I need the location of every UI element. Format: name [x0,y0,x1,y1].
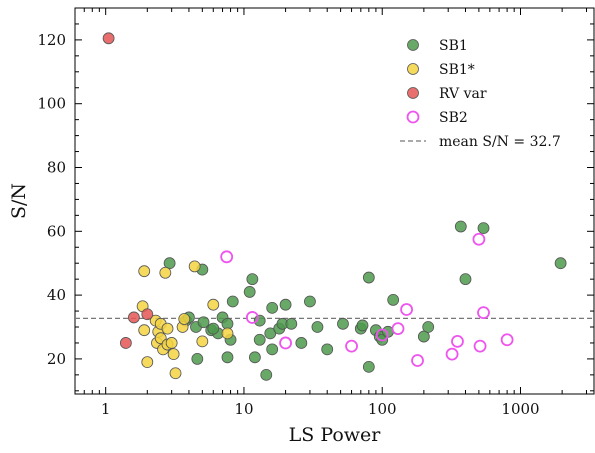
point-rv-var [102,32,115,45]
x-tick-label: 1 [101,400,111,418]
point-sb1 [159,266,172,279]
point-sb2 [400,303,413,316]
point-sb1 [422,321,435,333]
y-tick-label: 80 [47,159,66,177]
point-sb1 [207,322,220,335]
point-sb1 [221,351,234,364]
point-sb1 [362,271,375,284]
legend-label-mean-line: mean S/N = 32.7 [439,134,561,150]
point-sb2 [375,328,389,342]
point-sb1 [197,316,210,329]
point-sb1 [295,337,308,349]
x-tick-label: 100 [368,400,397,418]
x-tick-label: 1000 [501,400,539,418]
point-sb1 [454,220,467,233]
point-sb2 [345,339,358,353]
point-sb1 [387,293,400,306]
point-sb2 [391,322,405,336]
point-sb1 [188,260,201,273]
point-sb1 [253,333,266,346]
point-sb2 [445,347,459,361]
point-sb1 [138,265,151,278]
legend-marker-sb1 [407,39,419,51]
point-rv-var [119,337,132,349]
point-sb1 [304,295,316,308]
point-sb1 [141,356,154,368]
point-sb1 [163,257,176,270]
point-sb2 [472,232,486,246]
y-axis: 20 40 60 80 100 120 [37,7,594,392]
x-axis-label: LS Power [289,424,382,446]
point-sb2 [245,311,259,324]
point-sb2 [411,354,424,367]
point-sb1 [362,360,375,373]
point-sb1 [246,273,259,286]
point-sb1 [260,368,273,381]
point-sb1 [207,298,220,311]
point-sb2 [451,334,464,348]
point-sb1 [477,222,490,235]
point-sb1 [266,301,279,314]
legend-marker-sb2 [406,110,420,124]
y-tick-label: 120 [37,31,66,49]
point-sb1 [321,343,334,356]
legend-label-sb2: SB2 [439,110,468,126]
x-tick-label: 10 [234,400,253,418]
point-sb1 [138,324,151,337]
point-sb1 [226,295,239,308]
point-sb1 [266,343,279,356]
point-sb1 [165,337,178,349]
point-sb1 [196,335,209,348]
legend: SB1 SB1* RV var SB2 mean S/N = 32.7 [400,38,561,150]
point-sb1 [311,321,324,333]
point-sb1 [285,317,298,330]
legend-label-sb1: SB1* [439,62,475,78]
legend-label-rv-var: RV var [439,86,487,102]
y-tick-label: 40 [47,286,66,304]
point-sb1 [417,330,430,343]
point-sb1 [167,348,180,361]
point-sb1 [178,313,191,325]
plot-frame [74,7,595,395]
point-sb1 [191,353,204,365]
point-sb2 [279,336,292,350]
legend-marker-sb1 [407,63,419,75]
y-tick-label: 20 [47,350,66,368]
points-layer [102,32,567,381]
point-sb2 [473,339,487,353]
point-sb1 [264,327,277,340]
legend-marker-rv-var [407,87,419,99]
y-tick-label: 60 [47,222,66,240]
point-rv-var [141,308,154,321]
point-sb1 [459,273,472,286]
point-sb1 [161,322,174,335]
legend-label-sb1: SB1 [439,38,468,54]
point-sb1 [169,367,182,380]
point-rv-var [128,311,140,324]
point-sb1 [554,257,567,270]
x-axis: 1 10 100 1000 [74,8,587,418]
point-sb1 [337,317,349,330]
point-sb1 [356,319,369,332]
point-sb1 [249,351,261,364]
y-axis-label: S/N [8,183,30,219]
point-sb1 [243,286,256,298]
point-sb1 [221,327,234,340]
point-sb2 [220,250,234,264]
plot-border [74,7,595,395]
point-sb1 [279,298,292,311]
y-tick-label: 100 [37,95,66,113]
point-sb2 [477,306,490,320]
point-sb2 [500,333,514,347]
